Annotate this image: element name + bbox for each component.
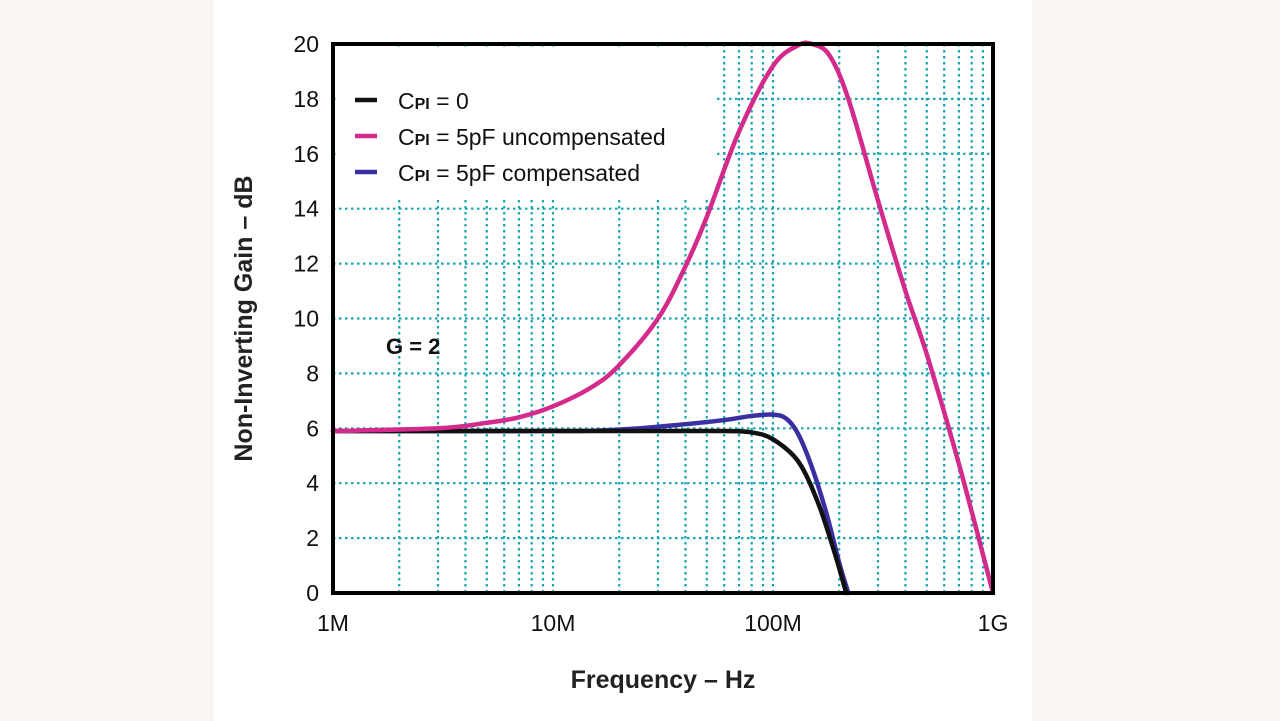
y-tick-label: 0 — [306, 580, 319, 606]
y-tick-label: 20 — [293, 31, 319, 57]
y-tick-label: 14 — [293, 196, 319, 222]
y-tick-label: 8 — [306, 360, 319, 386]
curves — [330, 40, 996, 596]
y-tick-label: 2 — [306, 525, 319, 551]
legend-label-0: CPI = 0 — [398, 88, 469, 114]
y-tick-label: 16 — [293, 141, 319, 167]
x-tick-label: 1M — [317, 610, 349, 636]
x-tick-labels: 1M 10M 100M 1G — [317, 610, 1008, 636]
y-tick-label: 18 — [293, 86, 319, 112]
series-line-0 — [330, 428, 849, 596]
legend-background-top — [337, 48, 597, 88]
x-tick-label: 1G — [978, 610, 1009, 636]
legend: CPI = 0 CPI = 5pF uncompensated CPI = 5pF … — [355, 88, 666, 186]
y-tick-label: 10 — [293, 306, 319, 332]
y-tick-label: 6 — [306, 415, 319, 441]
y-axis-label: Non-Inverting Gain – dB — [230, 175, 258, 461]
gain-annotation: G = 2 — [386, 334, 440, 359]
series-line-1 — [330, 40, 996, 596]
y-tick-labels: 0 2 4 6 8 10 12 14 16 18 20 — [293, 31, 319, 606]
legend-label-1: CPI = 5pF uncompensated — [398, 124, 666, 150]
legend-label-2: CPI = 5pF compensated — [398, 160, 640, 186]
plot-frame — [331, 42, 995, 595]
x-tick-label: 10M — [531, 610, 576, 636]
x-axis-label: Frequency – Hz — [571, 666, 756, 694]
y-tick-label: 4 — [306, 470, 319, 496]
series-line-2 — [330, 412, 851, 596]
x-tick-label: 100M — [744, 610, 802, 636]
y-tick-label: 12 — [293, 251, 319, 277]
